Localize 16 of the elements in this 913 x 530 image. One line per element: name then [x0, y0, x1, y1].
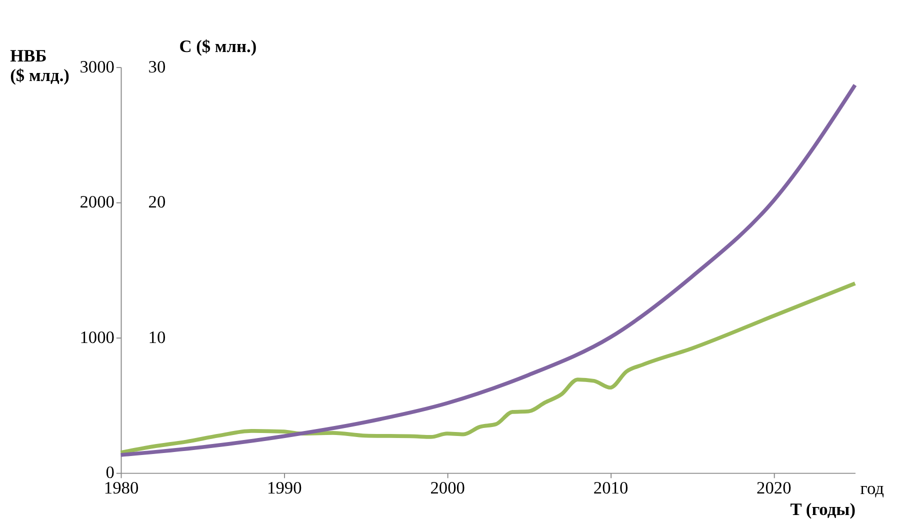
x-axis-title: T (годы): [790, 500, 856, 519]
text: год: [860, 479, 884, 498]
y2-axis-title: C ($ млн.): [179, 37, 257, 56]
y-tick-label: 2000: [80, 192, 115, 212]
y-tick-label: 1000: [80, 328, 115, 347]
y-tick-label: 3000: [80, 57, 115, 76]
y-axis-title: НВБ ($ млд.): [10, 46, 70, 86]
line-series: [118, 282, 857, 454]
x-tick-label: 2020: [756, 478, 792, 498]
x-tick-label: 2000: [430, 478, 466, 498]
x-tick-label: 1990: [267, 478, 302, 498]
y2-tick-label: 30: [148, 57, 166, 76]
line-series: [118, 83, 857, 457]
x-tick-label: 2010: [593, 478, 628, 498]
y2-tick-label: 20: [148, 192, 166, 212]
y2-tick-label: 10: [148, 328, 166, 347]
